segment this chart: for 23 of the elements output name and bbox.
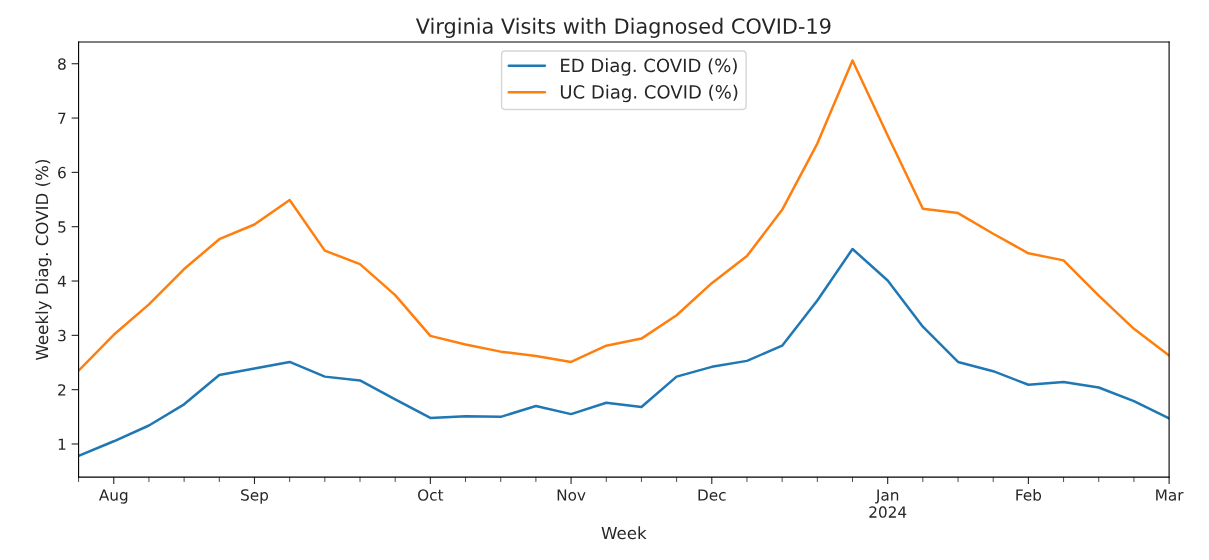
x-tick-label: Aug — [98, 489, 128, 504]
y-tick-label: 5 — [58, 221, 66, 233]
y-tick-label: 4 — [57, 275, 66, 287]
line-series — [78, 59, 1170, 372]
y-axis-title: Weekly Diag. COVID (%) — [35, 159, 52, 361]
y-tick-label: 8 — [58, 58, 66, 70]
y-tick-label: 2 — [58, 384, 66, 396]
x-tick-label: Dec — [698, 489, 726, 501]
chart-title: Virginia Visits with Diagnosed COVID-19 — [415, 17, 831, 38]
x-axis-title: Week — [601, 526, 647, 540]
x-tick-label: Oct — [418, 489, 444, 501]
y-tick-label: 1 — [58, 438, 66, 450]
x-tick-label: Jan 2024 — [869, 489, 907, 518]
y-tick-label: 3 — [58, 329, 66, 342]
legend-label: ED Diag. COVID (%) — [561, 58, 737, 76]
x-tick-label: Feb — [1016, 488, 1042, 501]
y-tick-label: 6 — [58, 166, 66, 179]
x-tick-label: Mar — [1156, 489, 1184, 501]
line-series — [78, 247, 1170, 458]
legend-label: UC Diag. COVID (%) — [560, 84, 738, 103]
x-tick-label: Nov — [557, 489, 586, 501]
x-tick-label: Sep — [241, 489, 269, 504]
y-tick-label: 7 — [58, 112, 66, 124]
